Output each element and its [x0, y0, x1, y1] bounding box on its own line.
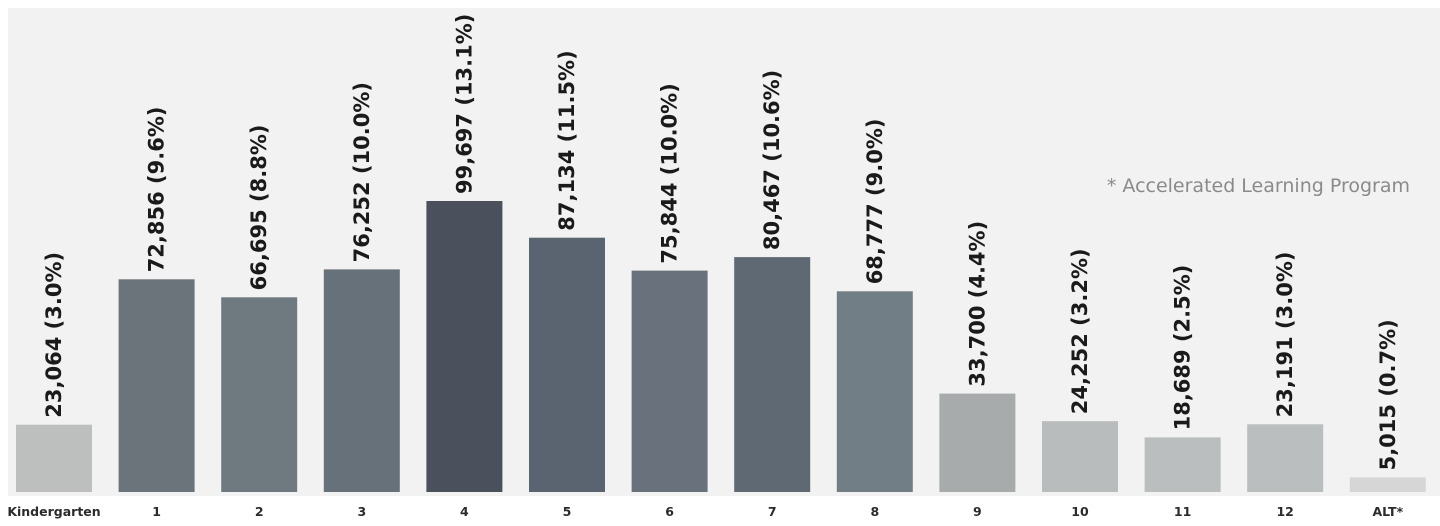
- bar-3: [323, 269, 400, 492]
- data-label-9: 33,700 (4.4%): [965, 221, 989, 387]
- bar-13: [1349, 477, 1426, 492]
- data-label-1: 72,856 (9.6%): [145, 107, 169, 273]
- bar-0: [16, 424, 92, 492]
- x-tick-label-4: 4: [460, 504, 469, 519]
- x-tick-label-13: ALT*: [1372, 504, 1403, 519]
- x-tick-label-3: 3: [357, 504, 366, 519]
- data-label-11: 18,689 (2.5%): [1171, 265, 1195, 431]
- bar-12: [1247, 424, 1324, 492]
- bars-layer: [16, 201, 1426, 492]
- data-label-8: 68,777 (9.0%): [863, 119, 887, 285]
- data-label-0: 23,064 (3.0%): [42, 252, 66, 418]
- x-tick-labels-layer: Kindergarten 1 2 3 4 5 6 7 8 9 10 11 12 ALT*: [7, 504, 1403, 519]
- bar-5: [529, 237, 605, 492]
- data-label-4: 99,697 (13.1%): [452, 14, 476, 194]
- data-label-13: 5,015 (0.7%): [1376, 319, 1400, 470]
- bar-6: [631, 270, 708, 492]
- data-label-7: 80,467 (10.6%): [760, 70, 784, 250]
- bar-4: [426, 201, 503, 492]
- bar-9: [939, 393, 1016, 492]
- x-tick-label-11: 11: [1174, 504, 1191, 519]
- x-tick-label-6: 6: [665, 504, 674, 519]
- bar-1: [118, 279, 195, 492]
- x-tick-label-0: Kindergarten: [7, 504, 100, 519]
- x-tick-label-10: 10: [1071, 504, 1089, 519]
- x-tick-label-5: 5: [563, 504, 572, 519]
- bar-8: [836, 291, 913, 492]
- x-tick-label-2: 2: [255, 504, 264, 519]
- data-label-3: 76,252 (10.0%): [350, 82, 374, 262]
- bar-7: [734, 257, 811, 492]
- bar-2: [221, 297, 298, 492]
- x-tick-label-9: 9: [973, 504, 982, 519]
- x-tick-label-12: 12: [1276, 504, 1293, 519]
- bar-11: [1144, 437, 1221, 492]
- x-tick-label-7: 7: [768, 504, 777, 519]
- annotation-note: * Accelerated Learning Program: [1107, 175, 1410, 197]
- data-label-6: 75,844 (10.0%): [658, 83, 682, 263]
- data-label-2: 66,695 (8.8%): [247, 125, 271, 291]
- data-labels-layer: 23,064 (3.0%) 72,856 (9.6%) 66,695 (8.8%) 7…: [42, 14, 1400, 471]
- bar-10: [1042, 421, 1118, 492]
- x-tick-label-1: 1: [152, 504, 161, 519]
- data-label-10: 24,252 (3.2%): [1068, 248, 1092, 414]
- x-tick-label-8: 8: [870, 504, 879, 519]
- data-label-12: 23,191 (3.0%): [1273, 252, 1297, 418]
- data-label-5: 87,134 (11.5%): [555, 50, 579, 230]
